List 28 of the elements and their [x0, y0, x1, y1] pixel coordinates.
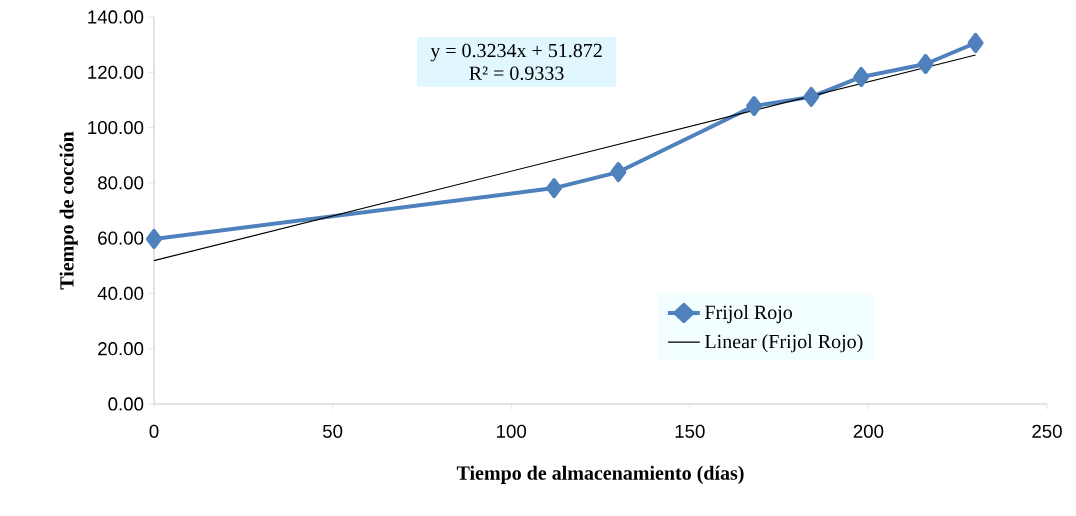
x-tick-label: 150	[675, 424, 705, 438]
annotation: R² = 0.9333	[469, 66, 564, 81]
y-tick-label: 100.00	[88, 120, 144, 135]
y-tick-label: 140.00	[88, 10, 144, 24]
x-tick-label: 250	[1032, 424, 1062, 438]
annotation: y = 0.3234x + 51.872	[430, 43, 602, 62]
y-axis-title: Tiempo de cocción	[59, 131, 78, 290]
point	[610, 162, 627, 183]
x-tick-label: 200	[853, 424, 884, 438]
point	[803, 86, 820, 107]
y-tick-label: 120.00	[88, 65, 144, 79]
point	[746, 96, 763, 116]
x-axis-title: Tiempo de almacenamiento (días)	[456, 465, 744, 484]
y-tick-label: 80.00	[98, 176, 144, 190]
x-tick-label: 0	[149, 424, 159, 438]
point	[967, 32, 984, 53]
point	[917, 53, 934, 74]
point	[546, 178, 563, 199]
legend-label: Linear (Frijol Rojo)	[705, 334, 863, 353]
y-tick-label: 60.00	[98, 231, 144, 245]
y-tick-label: 20.00	[98, 342, 144, 356]
x-tick-label: 100	[497, 424, 527, 438]
point	[146, 228, 162, 249]
legend-label: Frijol Rojo	[705, 305, 793, 324]
y-tick-label: 0.00	[108, 397, 144, 411]
point	[853, 66, 870, 87]
x-tick-label: 50	[322, 424, 343, 438]
y-tick-label: 40.00	[97, 286, 144, 301]
